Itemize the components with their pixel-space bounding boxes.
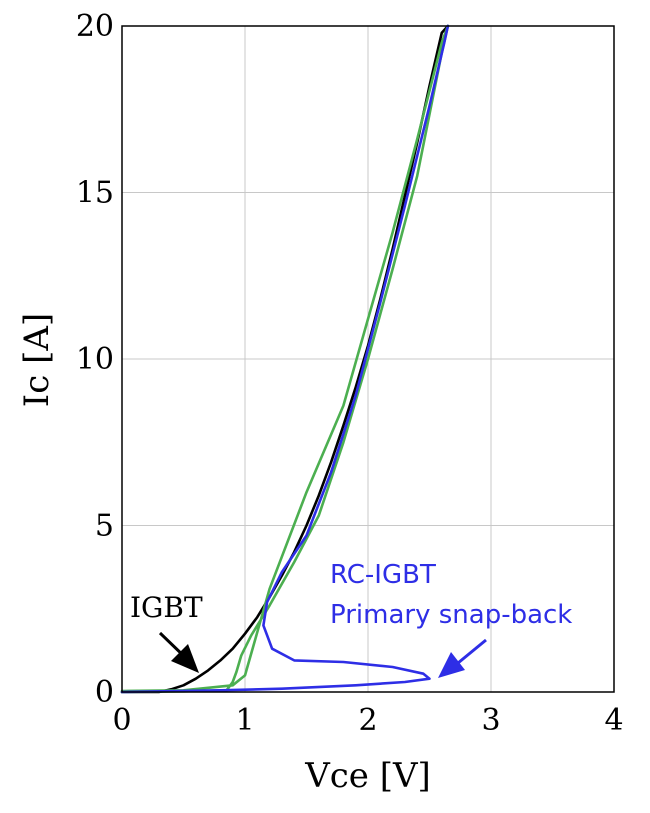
igbt-annotation: IGBT: [130, 591, 203, 673]
snap-back-arrow-head: [438, 652, 465, 678]
series-line-1: [120, 24, 450, 694]
x-tick-labels: 0 1 2 3 4: [112, 703, 623, 738]
x-tick-label-1: 1: [235, 703, 254, 738]
y-tick-label-3: 15: [76, 176, 114, 211]
snap-back-label: Primary snap-back: [330, 600, 572, 630]
x-tick-label-4: 4: [604, 703, 623, 738]
rc-igbt-annotation: RC-IGBT Primary snap-back: [330, 560, 572, 678]
rc-igbt-label: RC-IGBT: [330, 560, 436, 590]
y-tick-label-2: 10: [76, 342, 114, 377]
y-tick-label-0: 0: [95, 675, 114, 710]
x-tick-label-3: 3: [481, 703, 500, 738]
y-tick-label-1: 5: [95, 509, 114, 544]
y-axis-title: Ic [A]: [17, 313, 57, 407]
x-tick-label-2: 2: [358, 703, 377, 738]
igbt-label: IGBT: [130, 591, 203, 624]
series-line-0: [120, 24, 450, 694]
x-axis-title: Vce [V]: [304, 756, 431, 796]
series-line-2: [120, 24, 450, 694]
y-tick-label-4: 20: [76, 9, 114, 44]
snap-back-arrow-shaft: [457, 638, 487, 665]
y-tick-labels: 0 5 10 15 20: [76, 9, 114, 710]
igbt-arrow-head: [171, 644, 199, 673]
series-layer: [120, 24, 450, 694]
plot-area: [120, 24, 615, 694]
x-tick-label-0: 0: [112, 703, 131, 738]
plot-frame: [121, 25, 615, 693]
